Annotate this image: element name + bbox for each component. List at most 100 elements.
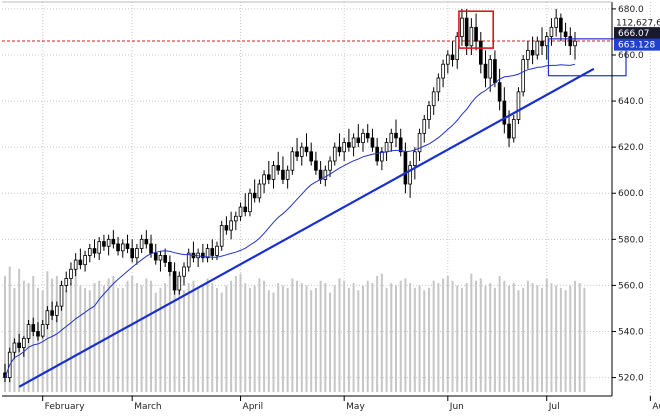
- candle-down: [493, 59, 497, 84]
- candle-down: [125, 243, 130, 249]
- candle-layer: [3, 8, 577, 383]
- candle-down: [563, 31, 568, 37]
- y-tick-label: 660.0: [618, 51, 644, 61]
- candle-down: [36, 331, 40, 337]
- candle-up: [389, 132, 394, 143]
- y-tick-label: 540.0: [618, 327, 644, 337]
- month-label: Jul: [548, 402, 560, 412]
- moving-average-layer: [4, 63, 576, 378]
- candle-up: [158, 255, 163, 261]
- candle-down: [163, 255, 167, 263]
- candle-down: [295, 151, 299, 157]
- candle-up: [408, 165, 412, 185]
- candle-up: [351, 137, 356, 148]
- y-tick-label: 680.0: [618, 5, 644, 15]
- candle-down: [370, 137, 375, 148]
- candle-down: [559, 17, 563, 33]
- ma-price-tag-bg: [614, 38, 660, 51]
- candle-down: [116, 243, 120, 252]
- candle-down: [276, 165, 281, 171]
- candle-down: [224, 225, 229, 231]
- candle-down: [92, 248, 97, 254]
- candle-down: [337, 146, 342, 153]
- candle-up: [139, 238, 144, 249]
- month-label: February: [45, 402, 86, 412]
- candle-down: [304, 146, 309, 153]
- candle-up: [441, 63, 445, 79]
- y-tick-label: 600.0: [618, 189, 644, 199]
- candle-up: [83, 255, 87, 266]
- candle-up: [380, 151, 384, 162]
- candle-up: [177, 275, 182, 291]
- month-label: May: [346, 402, 365, 412]
- candle-up: [488, 59, 493, 79]
- candle-up: [262, 174, 266, 185]
- candle-up: [413, 151, 417, 166]
- blue-highlight-box: [547, 38, 627, 77]
- candle-down: [403, 151, 408, 185]
- candle-down: [356, 137, 361, 143]
- moving-average-line: [4, 63, 576, 378]
- candle-up: [549, 26, 554, 37]
- candle-up: [87, 248, 92, 256]
- candle-up: [323, 169, 328, 180]
- candle-down: [507, 123, 511, 139]
- candle-down: [201, 252, 205, 259]
- candle-up: [285, 169, 290, 180]
- candle-down: [243, 206, 248, 213]
- annotation-layer: [18, 10, 627, 388]
- y-tick-label: 620.0: [618, 143, 644, 153]
- candle-down: [483, 63, 488, 79]
- candle-up: [248, 192, 252, 213]
- candle-up: [332, 146, 337, 162]
- month-label: March: [134, 402, 161, 412]
- candle-up: [554, 17, 558, 28]
- y-tick-label: 560.0: [618, 281, 644, 291]
- candle-up: [64, 278, 69, 286]
- ma-price-tag-text: 663.128: [618, 41, 655, 51]
- volume-layer: [4, 266, 586, 392]
- candle-up: [59, 285, 64, 307]
- candle-up: [106, 238, 111, 247]
- candle-up: [290, 151, 295, 171]
- candle-up: [526, 49, 530, 61]
- candle-up: [422, 119, 427, 134]
- candle-up: [299, 146, 304, 157]
- candle-up: [45, 310, 50, 325]
- candle-down: [172, 271, 177, 291]
- candle-up: [219, 225, 224, 247]
- candle-up: [271, 165, 276, 180]
- candle-down: [540, 40, 544, 47]
- month-label: August: [652, 402, 660, 412]
- candle-down: [314, 160, 318, 171]
- candle-down: [347, 142, 351, 148]
- candle-up: [417, 132, 422, 153]
- candle-down: [266, 174, 271, 180]
- candle-up: [431, 91, 436, 107]
- y-tick-label: 580.0: [618, 235, 644, 245]
- candle-up: [215, 245, 219, 256]
- candle-up: [135, 248, 139, 259]
- candle-up: [186, 252, 191, 268]
- candle-down: [210, 248, 215, 256]
- candle-down: [102, 241, 106, 247]
- candle-up: [26, 324, 31, 339]
- candle-up: [238, 206, 243, 217]
- candle-up: [516, 91, 521, 120]
- candle-up: [521, 59, 525, 93]
- candle-up: [182, 266, 186, 277]
- candle-down: [502, 100, 507, 125]
- ma-price-tag: 663.128: [614, 38, 660, 51]
- candle-up: [229, 220, 233, 231]
- candle-up: [535, 40, 540, 56]
- candle-up: [384, 142, 389, 153]
- candle-down: [568, 36, 573, 47]
- candle-up: [361, 132, 365, 143]
- candle-down: [464, 17, 469, 47]
- candle-up: [511, 119, 516, 139]
- candle-down: [474, 26, 478, 42]
- candle-down: [144, 238, 149, 245]
- trendline: [18, 67, 595, 388]
- candle-down: [450, 54, 455, 61]
